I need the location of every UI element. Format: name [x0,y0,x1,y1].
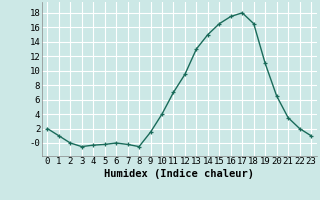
X-axis label: Humidex (Indice chaleur): Humidex (Indice chaleur) [104,169,254,179]
